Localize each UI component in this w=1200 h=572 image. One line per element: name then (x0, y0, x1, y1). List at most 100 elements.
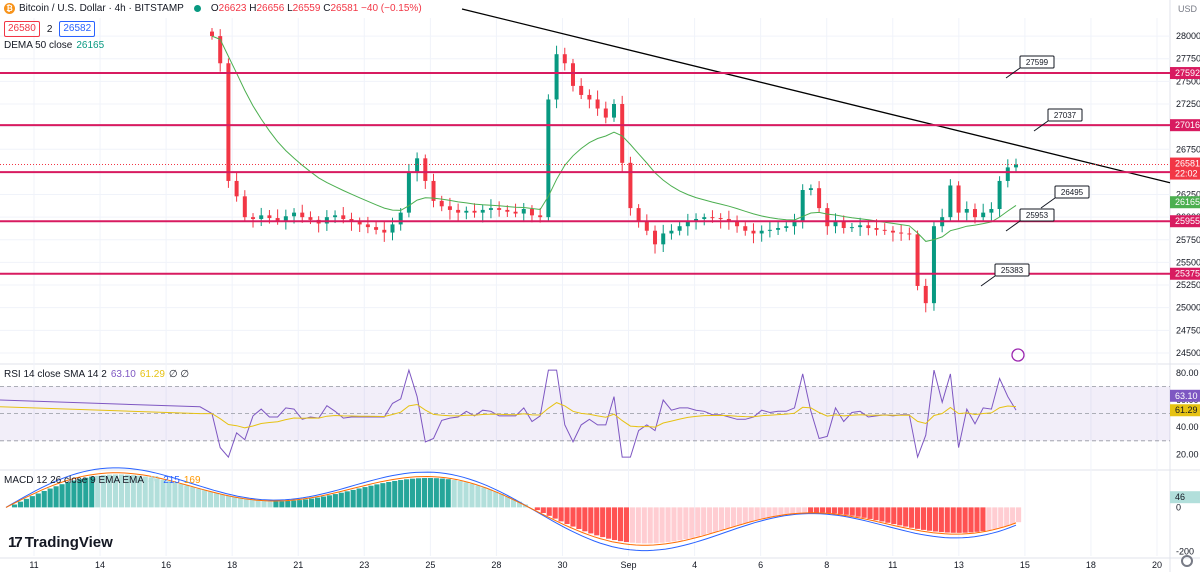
macd-histogram-bar (671, 507, 677, 542)
rsi-legend[interactable]: RSI 14 close SMA 14 2 63.10 61.29 ∅ ∅ (4, 369, 190, 380)
macd-histogram-bar (546, 507, 552, 516)
macd-histogram-bar (819, 507, 826, 513)
ask-price[interactable]: 26582 (59, 21, 96, 37)
macd-histogram-bar (891, 507, 897, 525)
symbol-title[interactable]: Bitcoin / U.S. Dollar · 4h · BITSTAMP (19, 3, 184, 14)
macd-histogram-bar (89, 476, 95, 508)
macd-histogram-bar (451, 480, 457, 508)
bid-ask: 26580 2 26582 (4, 21, 96, 37)
macd-histogram-bar (368, 485, 374, 508)
dema-legend[interactable]: DEMA 50 close 26165 (4, 40, 105, 51)
x-tick-label: 25 (425, 560, 435, 570)
candle-body (800, 190, 805, 222)
macd-histogram-bar (101, 475, 107, 508)
macd-histogram-bar (380, 483, 386, 508)
candle-body (226, 63, 231, 181)
macd-histogram-bar (35, 493, 41, 508)
signal-line (5, 472, 1017, 546)
candle-body (1014, 164, 1018, 168)
candle-body (915, 234, 920, 286)
price-tick-label: 26750 (1176, 144, 1200, 154)
rsi-pane[interactable] (0, 368, 1170, 459)
macd-histogram-bar (344, 491, 350, 508)
price-tick-label: 25250 (1176, 280, 1200, 290)
candle-body (505, 209, 510, 212)
candle-body (972, 209, 977, 218)
candle-body (710, 217, 715, 219)
candle-body (808, 188, 813, 190)
candle-body (308, 217, 313, 220)
x-tick-label: 4 (692, 560, 697, 570)
candle-body (398, 212, 403, 225)
level-badge-label: 25955 (1175, 216, 1200, 226)
settings-icon[interactable] (1181, 555, 1193, 567)
callout-pointer (1005, 67, 1021, 79)
macd-histogram-bar (350, 489, 356, 508)
macd-histogram-bar (95, 475, 101, 508)
candle-body (669, 230, 674, 234)
candle-body (759, 230, 764, 234)
bid-price[interactable]: 26580 (4, 21, 40, 37)
macd-histogram-bar (748, 507, 754, 522)
macd-histogram-bar (374, 484, 380, 508)
macd-histogram-bar (814, 507, 820, 513)
candle-body (735, 221, 740, 227)
macd-pane[interactable] (5, 467, 1022, 552)
macd-histogram-bar (65, 482, 71, 508)
macd-histogram-bar (641, 507, 647, 544)
macd-histogram-bar (903, 507, 909, 527)
dema-line (211, 35, 1017, 242)
macd-histogram-bar (499, 493, 505, 508)
macd-histogram-bar (730, 507, 736, 527)
macd-histogram-bar (356, 488, 362, 508)
macd-histogram-bar (879, 507, 885, 522)
tradingview-icon: 17 (8, 534, 23, 551)
macd-histogram-bar (386, 481, 392, 508)
candle-body (702, 217, 707, 219)
macd-legend[interactable]: MACD 12 26 close 9 EMA EMA 46 215 169 (4, 475, 201, 486)
macd-histogram-bar (17, 501, 24, 508)
candle-body (480, 209, 485, 213)
macd-histogram-bar (915, 507, 921, 529)
currency-usd-icon[interactable]: USD (1178, 4, 1198, 14)
macd-histogram-bar (760, 507, 766, 519)
macd-histogram-bar (837, 507, 843, 515)
macd-histogram-bar (427, 477, 433, 508)
macd-histogram-bar (825, 507, 832, 514)
candle-body (341, 215, 346, 219)
callout-box (1054, 185, 1090, 199)
macd-tick-label: 0 (1176, 502, 1181, 512)
macd-histogram-bar (285, 501, 291, 508)
candle-body (685, 221, 690, 227)
macd-histogram-bar (237, 498, 243, 508)
macd-histogram-bar (1004, 507, 1010, 526)
candle-body (447, 206, 452, 210)
candle-body (890, 230, 895, 233)
candle-body (784, 226, 789, 229)
candle-body (357, 221, 362, 225)
candle-body (767, 229, 772, 231)
macd-histogram-bar (11, 504, 18, 508)
macd-histogram-bar (1016, 507, 1022, 523)
candle-body (899, 232, 904, 234)
price-tick-label: 24750 (1176, 325, 1200, 335)
x-tick-label: 16 (161, 560, 171, 570)
tradingview-logo[interactable]: 17 TradingView (8, 534, 113, 551)
macd-histogram-bar (701, 507, 707, 535)
price-pane[interactable]: 27599 27037 26495 25953 25383 (0, 8, 1171, 362)
candle-body (661, 233, 666, 245)
candle-body (825, 208, 830, 227)
price-tick-label: 24500 (1176, 348, 1200, 358)
rsi-badge-label: 63.10 (1175, 391, 1198, 401)
macd-histogram-bar (231, 496, 237, 508)
countdown-label: 22:02 (1175, 169, 1198, 179)
x-tick-label: 23 (359, 560, 369, 570)
macd-histogram-bar (713, 507, 719, 532)
macd-histogram-bar (124, 474, 130, 508)
candle-body (234, 180, 239, 197)
x-tick-label: 18 (1086, 560, 1096, 570)
macd-histogram-bar (279, 501, 285, 508)
x-tick-label: 6 (758, 560, 763, 570)
candle-body (776, 228, 781, 230)
